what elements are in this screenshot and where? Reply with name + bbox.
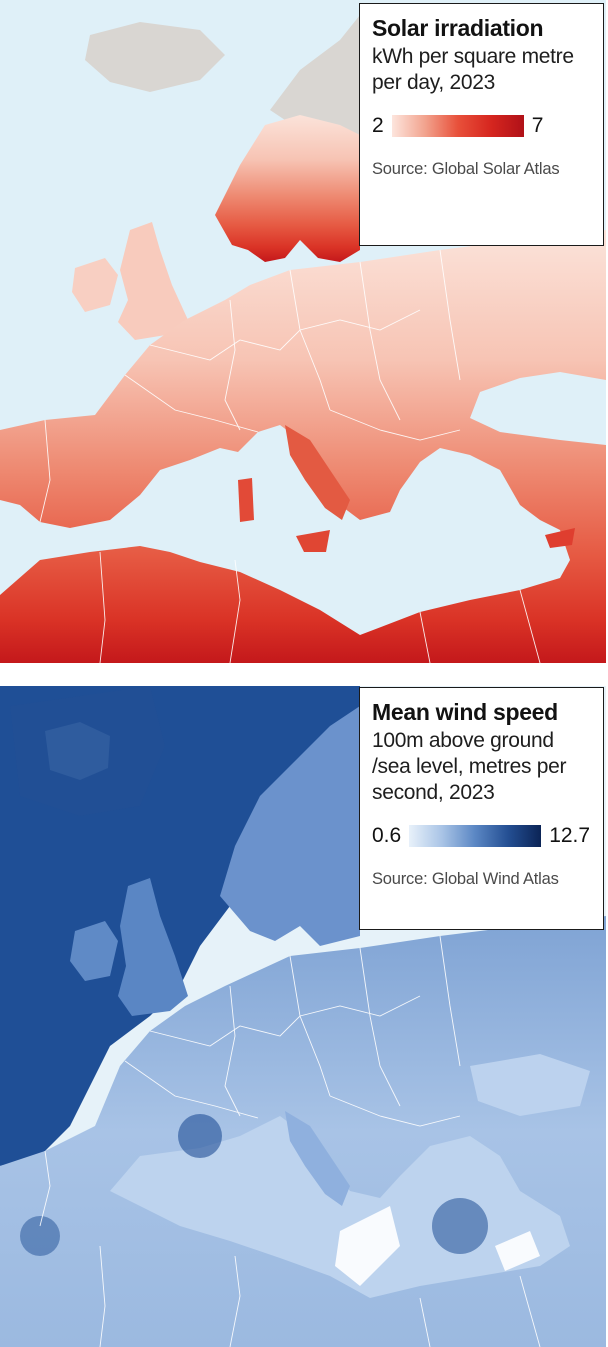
wind-hotspot-3 (20, 1216, 60, 1256)
britain-wind-shape (118, 878, 188, 1016)
solar-source: Source: Global Solar Atlas (372, 160, 560, 178)
wind-source: Source: Global Wind Atlas (372, 870, 559, 888)
continent-shape (0, 230, 606, 663)
italy-wind-shape (285, 1111, 350, 1206)
solar-scale-max: 7 (531, 114, 544, 137)
solar-scale-min: 2 (372, 114, 384, 137)
cyprus-shape (545, 528, 575, 548)
wind-scale-min: 0.6 (372, 824, 402, 847)
iceland-wind-shape (45, 722, 110, 780)
wind-speed-map: Mean wind speed 100m above ground /sea l… (0, 686, 606, 1347)
wind-scale-bar (409, 825, 542, 847)
scandinavia-wind-shape (220, 706, 360, 946)
solar-color-scale: 2 7 (372, 114, 591, 138)
wind-hotspot-1 (178, 1114, 222, 1158)
sardinia-shape (238, 478, 254, 522)
solar-legend-title: Solar irradiation (372, 15, 544, 41)
light-sea-blob-2 (495, 1231, 540, 1271)
wind-legend-title: Mean wind speed (372, 699, 558, 725)
wind-legend: Mean wind speed 100m above ground /sea l… (359, 687, 604, 930)
solar-legend: Solar irradiation kWh per square metre p… (359, 3, 604, 246)
britain-shape (118, 222, 188, 340)
wind-legend-subtitle: 100m above ground /sea level, metres per… (372, 729, 567, 804)
solar-map-graphic (0, 15, 606, 663)
ireland-shape (72, 258, 118, 312)
light-sea-blob-1 (335, 1206, 400, 1286)
iceland-shape (85, 22, 225, 92)
wind-scale-max: 12.7 (549, 824, 591, 847)
solar-scale-bar (391, 115, 524, 137)
wind-color-scale: 0.6 12.7 (372, 824, 591, 848)
ireland-wind-shape (70, 921, 118, 981)
solar-legend-subtitle: kWh per square metre per day, 2023 (372, 45, 574, 94)
solar-irradiation-map: Solar irradiation kWh per square metre p… (0, 0, 606, 663)
italy-shape (285, 425, 350, 520)
black-sea-wind-shape (470, 1054, 590, 1116)
north-scandinavia-shape (270, 15, 360, 150)
scandinavia-shape (215, 115, 360, 262)
wind-map-graphic (0, 686, 606, 1347)
sicily-shape (296, 530, 330, 552)
wind-hotspot-2 (432, 1198, 488, 1254)
